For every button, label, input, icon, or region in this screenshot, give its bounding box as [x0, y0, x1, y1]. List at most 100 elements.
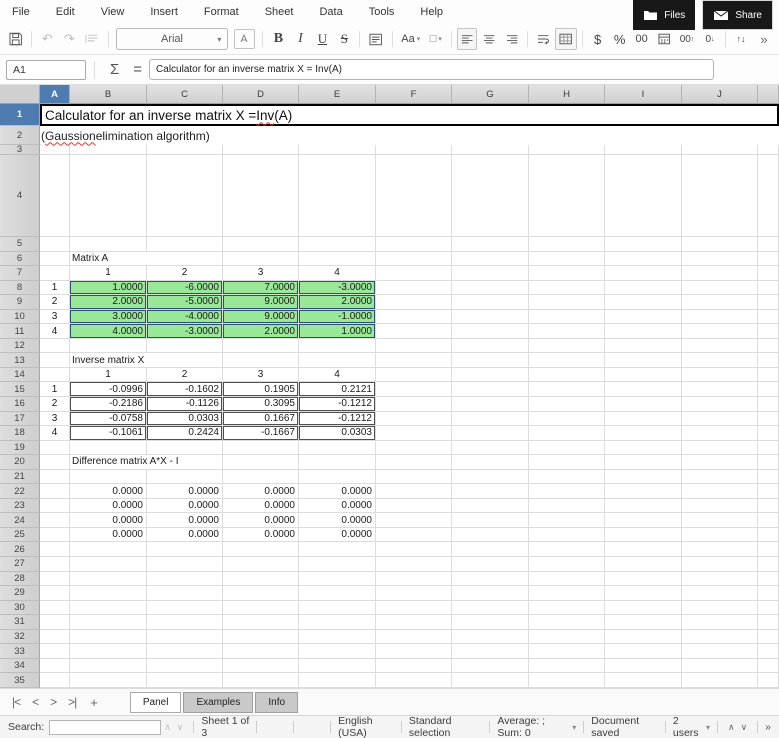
cell-H19[interactable]: [529, 440, 605, 456]
cell-F33[interactable]: [376, 644, 452, 659]
cell-C15[interactable]: -0.1602: [147, 382, 223, 398]
row-header-23[interactable]: 23: [0, 498, 40, 514]
tab-panel[interactable]: Panel: [129, 691, 182, 713]
row-header-24[interactable]: 24: [0, 513, 40, 528]
menu-data[interactable]: Data: [319, 6, 343, 18]
cell-I8[interactable]: [605, 280, 682, 296]
col-header-H[interactable]: H: [529, 85, 605, 104]
cell-I29[interactable]: [605, 586, 682, 601]
cell-C29[interactable]: [147, 586, 223, 601]
align-right-button[interactable]: [502, 28, 522, 50]
cell-F8[interactable]: [376, 280, 452, 296]
cell-G9[interactable]: [452, 295, 529, 310]
tab-info[interactable]: Info: [255, 691, 299, 713]
cell-I33[interactable]: [605, 644, 682, 659]
cell-F20[interactable]: [376, 455, 452, 470]
cell-E29[interactable]: [299, 586, 376, 601]
cell-E23[interactable]: 0.0000: [299, 498, 376, 514]
row-header-17[interactable]: 17: [0, 411, 40, 427]
cell-F19[interactable]: [376, 440, 452, 456]
cell-B11[interactable]: 4.0000: [70, 324, 147, 339]
cell-A14[interactable]: [40, 367, 70, 383]
cell-I16[interactable]: [605, 397, 682, 412]
cell-E18[interactable]: 0.0303: [299, 426, 376, 441]
cell-G11[interactable]: [452, 324, 529, 339]
cell-H26[interactable]: [529, 542, 605, 558]
cell-D6[interactable]: [223, 251, 299, 267]
menu-format[interactable]: Format: [203, 6, 239, 18]
borders-button[interactable]: □ ▾: [426, 28, 446, 50]
row-header-31[interactable]: 31: [0, 615, 40, 630]
cell-B5[interactable]: [70, 237, 147, 252]
cell-G8[interactable]: [452, 280, 529, 296]
aggregate-status[interactable]: Average: ; Sum: 0: [497, 715, 546, 738]
col-header-G[interactable]: G: [452, 85, 529, 104]
cell-C32[interactable]: [147, 629, 223, 645]
cell-I3[interactable]: [605, 145, 682, 155]
cell-F34[interactable]: [376, 658, 452, 674]
cell-B15[interactable]: -0.0996: [70, 382, 147, 398]
cell-E16[interactable]: -0.1212: [299, 397, 376, 412]
cell-E14[interactable]: 4: [299, 367, 376, 383]
cell-B30[interactable]: [70, 600, 147, 616]
search-prev-icon[interactable]: ∧: [164, 721, 171, 732]
percent-format-button[interactable]: %: [613, 31, 626, 47]
next-sheet-button[interactable]: >: [50, 695, 57, 709]
cell-E35[interactable]: [299, 673, 376, 688]
cell-E33[interactable]: [299, 644, 376, 659]
cell-I23[interactable]: [605, 498, 682, 514]
cell-D32[interactable]: [223, 629, 299, 645]
cell-A13[interactable]: [40, 353, 70, 368]
cell-I9[interactable]: [605, 295, 682, 310]
cell-H16[interactable]: [529, 397, 605, 412]
date-format-button[interactable]: [654, 28, 674, 50]
cell-C13[interactable]: [147, 353, 223, 368]
cell-E8[interactable]: -3.0000: [299, 280, 376, 296]
cell-I27[interactable]: [605, 557, 682, 572]
row-header-19[interactable]: 19: [0, 440, 40, 456]
cell-B12[interactable]: [70, 338, 147, 354]
cell-B17[interactable]: -0.0758: [70, 411, 147, 427]
underline-button[interactable]: U: [317, 31, 328, 46]
cell-C23[interactable]: 0.0000: [147, 498, 223, 514]
cell-E15[interactable]: 0.2121: [299, 382, 376, 398]
last-sheet-button[interactable]: >|: [68, 695, 77, 709]
cell-D27[interactable]: [223, 557, 299, 572]
row-header-35[interactable]: 35: [0, 673, 40, 688]
cell-A11[interactable]: 4: [40, 324, 70, 339]
cell-B28[interactable]: [70, 571, 147, 587]
cell-J29[interactable]: [682, 586, 758, 601]
cell-I17[interactable]: [605, 411, 682, 427]
cell-F24[interactable]: [376, 513, 452, 528]
col-header-I[interactable]: I: [605, 85, 682, 104]
row-header-4[interactable]: 4: [0, 155, 40, 237]
cell-G31[interactable]: [452, 615, 529, 630]
share-button[interactable]: Share: [702, 0, 773, 30]
cell-J33[interactable]: [682, 644, 758, 659]
cell-F17[interactable]: [376, 411, 452, 427]
menu-edit[interactable]: Edit: [55, 6, 75, 18]
cell-A9[interactable]: 2: [40, 295, 70, 310]
cell-F10[interactable]: [376, 309, 452, 325]
formula-input[interactable]: [149, 59, 715, 80]
cell-J35[interactable]: [682, 673, 758, 688]
cell-A32[interactable]: [40, 629, 70, 645]
cell-C7[interactable]: 2: [147, 266, 223, 281]
cell-A12[interactable]: [40, 338, 70, 354]
cell-J16[interactable]: [682, 397, 758, 412]
row-header-7[interactable]: 7: [0, 266, 40, 281]
cell-D31[interactable]: [223, 615, 299, 630]
sheet-info[interactable]: Sheet 1 of 3: [201, 715, 250, 738]
cell-B13[interactable]: Inverse matrix X: [70, 353, 147, 368]
cell-H14[interactable]: [529, 367, 605, 383]
cell-D33[interactable]: [223, 644, 299, 659]
cell-A29[interactable]: [40, 586, 70, 601]
number-format-button[interactable]: 00: [635, 33, 648, 45]
cell-G32[interactable]: [452, 629, 529, 645]
cell-G29[interactable]: [452, 586, 529, 601]
cell-A6[interactable]: [40, 251, 70, 267]
cell-G5[interactable]: [452, 237, 529, 252]
cell-F21[interactable]: [376, 469, 452, 485]
cell-F27[interactable]: [376, 557, 452, 572]
cell-E27[interactable]: [299, 557, 376, 572]
